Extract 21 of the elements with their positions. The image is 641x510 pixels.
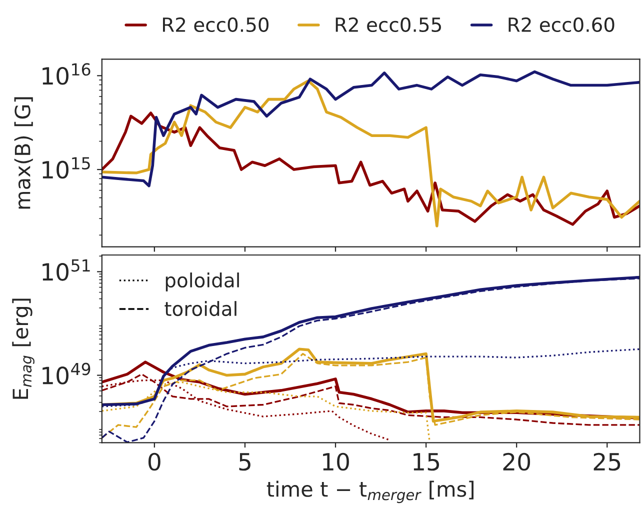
legend-label: R2 ecc0.60 bbox=[508, 17, 614, 32]
legend-label: poloidal bbox=[166, 272, 239, 292]
x-tick-label: 0 bbox=[148, 452, 160, 471]
x-tick-label: 15 bbox=[414, 453, 440, 471]
x-tick-label: 20 bbox=[503, 452, 530, 471]
y-tick-label: 10$^{15}$ bbox=[42, 157, 90, 179]
y-axis-title: E$_{mag}$ [erg] bbox=[12, 298, 34, 399]
y-tick-label: 10$^{16}$ bbox=[42, 63, 90, 85]
y-axis-title: max(B) [G] bbox=[14, 97, 33, 209]
y-tick-label: 10$^{51}$ bbox=[42, 259, 90, 281]
legend-label: toroidal bbox=[164, 301, 236, 316]
line-series bbox=[102, 112, 640, 226]
x-tick-label: 10 bbox=[323, 452, 349, 471]
y-tick-label: 10$^{49}$ bbox=[42, 362, 90, 384]
line-series bbox=[102, 70, 640, 188]
x-axis-title: time t − t$_{merger}$ [ms] bbox=[266, 480, 474, 504]
x-tick-label: 5 bbox=[239, 453, 250, 471]
legend-label: R2 ecc0.55 bbox=[336, 17, 441, 32]
legend-label: R2 ecc0.50 bbox=[163, 17, 269, 32]
x-tick-label: 25 bbox=[594, 452, 620, 471]
line-series bbox=[102, 80, 640, 228]
